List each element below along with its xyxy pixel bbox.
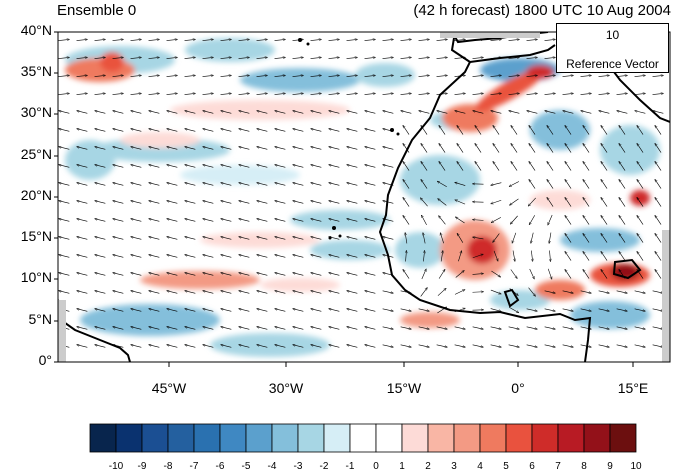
y-tick-label: 20°N — [0, 187, 52, 203]
colorbar — [90, 424, 636, 452]
colorbar-swatch — [428, 424, 454, 452]
colorbar-label: -6 — [216, 461, 225, 472]
y-tick-label: 40°N — [0, 22, 52, 38]
colorbar-label: 1 — [399, 461, 405, 472]
mask-patch — [662, 230, 670, 362]
mask-patch — [440, 32, 540, 38]
colorbar-label: 2 — [425, 461, 431, 472]
positive-anomaly-patch — [170, 100, 350, 120]
negative-anomaly-patch — [355, 63, 415, 87]
colorbar-label: 9 — [607, 461, 613, 472]
colorbar-swatch — [324, 424, 350, 452]
positive-anomaly-patch — [535, 280, 585, 300]
colorbar-label: -1 — [346, 461, 355, 472]
y-tick-label: 25°N — [0, 146, 52, 162]
colorbar-label: 10 — [630, 461, 641, 472]
island — [307, 43, 310, 46]
colorbar-label: 7 — [555, 461, 561, 472]
colorbar-swatch — [454, 424, 480, 452]
positive-anomaly-patch — [630, 190, 650, 206]
colorbar-swatch — [246, 424, 272, 452]
positive-anomaly-patch — [100, 52, 124, 72]
island — [332, 226, 336, 230]
positive-anomaly-patch — [200, 232, 320, 248]
colorbar-swatch — [376, 424, 402, 452]
colorbar-swatch — [480, 424, 506, 452]
negative-anomaly-patch — [290, 210, 390, 230]
negative-anomaly-patch — [560, 228, 640, 252]
colorbar-swatch — [558, 424, 584, 452]
island — [397, 133, 400, 136]
y-tick-label: 5°N — [0, 311, 52, 327]
colorbar-label: -9 — [138, 461, 147, 472]
negative-anomaly-patch — [65, 140, 115, 180]
positive-anomaly-patch — [260, 278, 340, 292]
y-tick-label: 30°N — [0, 104, 52, 120]
colorbar-label: -7 — [190, 461, 199, 472]
island — [339, 235, 342, 238]
positive-anomaly-patch — [65, 58, 135, 82]
colorbar-label: -5 — [242, 461, 251, 472]
colorbar-swatch — [168, 424, 194, 452]
colorbar-swatch — [610, 424, 636, 452]
colorbar-label: 0 — [373, 461, 379, 472]
colorbar-swatch — [116, 424, 142, 452]
reference-vector-value: 10 — [557, 28, 668, 42]
reference-vector-box: 10 Reference Vector — [556, 23, 669, 73]
y-tick-label: 10°N — [0, 269, 52, 285]
colorbar-label: 5 — [503, 461, 509, 472]
x-tick-label: 15°E — [618, 380, 649, 396]
negative-anomaly-patch — [570, 301, 650, 329]
colorbar-label: -2 — [320, 461, 329, 472]
x-tick-label: 0° — [511, 380, 524, 396]
colorbar-swatch — [194, 424, 220, 452]
positive-anomaly-patch — [400, 312, 460, 328]
colorbar-label: -4 — [268, 461, 277, 472]
colorbar-label: 4 — [477, 461, 483, 472]
colorbar-swatch — [506, 424, 532, 452]
negative-anomaly-patch — [185, 38, 275, 62]
colorbar-label: 6 — [529, 461, 535, 472]
colorbar-swatch — [220, 424, 246, 452]
positive-anomaly-patch — [526, 65, 554, 79]
colorbar-swatch — [584, 424, 610, 452]
positive-anomaly-patch — [530, 190, 590, 210]
positive-anomaly-patch — [120, 132, 200, 148]
mask-patch — [58, 300, 66, 362]
colorbar-label: -3 — [294, 461, 303, 472]
reference-vector-label: Reference Vector — [557, 57, 668, 71]
colorbar-swatch — [298, 424, 324, 452]
colorbar-label: 3 — [451, 461, 457, 472]
negative-anomaly-patch — [395, 232, 445, 268]
colorbar-swatch — [90, 424, 116, 452]
island — [329, 237, 332, 240]
negative-anomaly-patch — [530, 110, 590, 150]
negative-anomaly-patch — [180, 165, 300, 185]
y-tick-label: 0° — [0, 352, 52, 368]
colorbar-label: 8 — [581, 461, 587, 472]
x-tick-label: 15°W — [387, 380, 421, 396]
colorbar-label: -10 — [109, 461, 123, 472]
colorbar-swatch — [142, 424, 168, 452]
island — [298, 38, 302, 42]
x-tick-label: 30°W — [269, 380, 303, 396]
island — [390, 128, 394, 132]
x-tick-label: 45°W — [152, 380, 186, 396]
colorbar-swatch — [402, 424, 428, 452]
colorbar-label: -8 — [164, 461, 173, 472]
colorbar-swatch — [350, 424, 376, 452]
y-tick-label: 35°N — [0, 63, 52, 79]
colorbar-swatch — [272, 424, 298, 452]
colorbar-swatch — [532, 424, 558, 452]
negative-anomaly-patch — [240, 68, 360, 92]
y-tick-label: 15°N — [0, 228, 52, 244]
positive-anomaly-patch — [467, 236, 497, 264]
negative-anomaly-patch — [600, 125, 660, 175]
negative-anomaly-patch — [310, 240, 390, 260]
